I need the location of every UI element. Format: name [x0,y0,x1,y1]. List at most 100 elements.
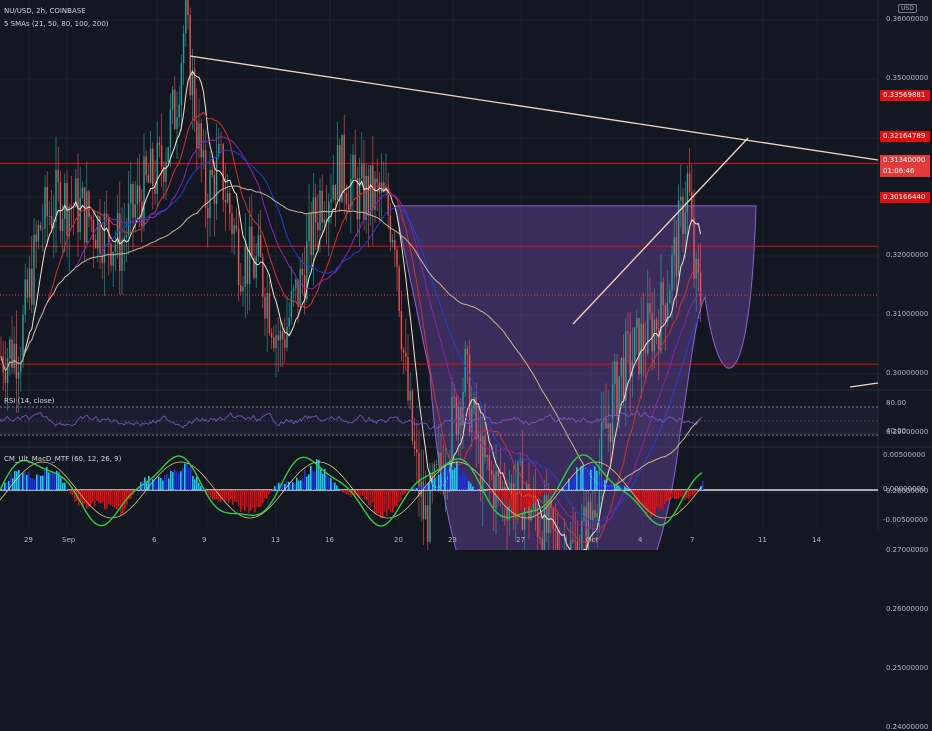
candle-body [60,182,61,231]
macd-histogram-bar [680,490,682,497]
resistance-tag-2: 0.32164789 [880,131,930,142]
rsi-legend[interactable]: RSI (14, close) [4,397,54,405]
candle-body [128,204,129,236]
macd-histogram-bar [398,490,400,502]
time-tick-label: 11 [758,536,767,544]
macd-histogram-bar [498,490,500,499]
candle-body [322,191,323,223]
macd-histogram-bar [340,490,342,491]
candle-body [62,219,63,231]
macd-histogram-bar [414,487,416,490]
macd-histogram-bar [476,488,478,490]
price-tick-label: 0.35000000 [886,74,928,82]
macd-histogram-bar [470,483,472,490]
macd-histogram-bar [260,490,262,506]
macd-histogram-bar [174,469,176,490]
candle-body [280,331,281,340]
macd-histogram-bar [600,478,602,490]
macd-histogram-bar [224,490,226,502]
macd-histogram-bar [460,476,462,490]
candle-body [414,441,415,450]
macd-histogram-bar [60,477,62,490]
candle-body [377,179,378,183]
macd-histogram-bar [236,490,238,502]
candle-body [36,235,37,242]
macd-histogram-bar [376,490,378,513]
macd-histogram-bar [310,466,312,490]
macd-histogram-bar [512,490,514,515]
macd-histogram-bar [678,490,680,499]
candle-body [176,117,177,129]
candle-body [183,33,184,63]
time-tick-label: 7 [690,536,694,544]
macd-histogram-bar [536,490,538,499]
macd-histogram-bar [394,490,396,507]
macd-histogram-bar [338,489,340,490]
macd-histogram-bar [430,482,432,490]
time-tick-label: Sep [62,536,75,544]
rsi-tick-label: 80.00 [886,399,906,407]
candle-body [399,267,400,311]
macd-histogram-bar [118,490,120,506]
macd-histogram-bar [66,487,68,490]
macd-histogram-bar [432,480,434,490]
macd-histogram-bar [176,472,178,490]
macd-histogram-bar [448,471,450,490]
candle-body [269,293,270,333]
macd-histogram-bar [480,489,482,490]
candle-body [352,155,353,179]
macd-histogram-bar [156,479,158,490]
macd-histogram-bar [670,490,672,499]
macd-histogram-bar [300,480,302,490]
macd-histogram-bar [654,490,656,514]
candle-body [621,358,622,376]
macd-histogram-bar [586,468,588,490]
candle-body [381,182,382,192]
macd-histogram-bar [508,490,510,506]
macd-histogram-bar [362,490,364,496]
chart-canvas[interactable] [0,0,932,550]
candle-body [174,90,175,129]
candle-body [251,227,252,258]
candle-body [42,229,43,230]
candle-body [207,207,208,218]
macd-histogram-bar [336,485,338,490]
sma-legend[interactable]: 5 SMAs (21, 50, 80, 100, 200) [4,20,109,28]
candle-body [33,235,34,305]
candle-body [245,247,246,287]
candle-body [132,184,133,218]
candle-body [220,144,221,145]
macd-legend[interactable]: CM_Ult_MacD_MTF (60, 12, 26, 9) [4,455,121,463]
candle-body [95,240,96,249]
macd-histogram-bar [588,462,590,490]
macd-histogram-bar [648,490,650,510]
macd-histogram-bar [86,490,88,508]
macd-histogram-bar [38,475,40,490]
macd-histogram-bar [538,490,540,496]
candle-body [689,174,690,193]
candle-body [44,187,45,229]
macd-histogram-bar [428,483,430,490]
macd-histogram-bar [454,468,456,490]
macd-histogram-bar [602,481,604,490]
candle-body [676,237,677,275]
macd-histogram-bar [288,482,290,490]
candle-body [317,223,318,231]
candle-body [647,303,648,353]
macd-histogram-bar [308,474,310,490]
candle-body [594,510,595,517]
macd-histogram-bar [246,490,248,507]
candle-body [557,531,558,550]
candle-body [181,63,182,105]
time-tick-label: 13 [271,536,280,544]
candle-body [260,235,261,257]
macd-histogram-bar [32,478,34,490]
candle-body [203,150,204,157]
candle-body [687,174,688,213]
currency-badge[interactable]: USD [898,4,917,13]
macd-histogram-bar [302,478,304,490]
macd-histogram-bar [642,490,644,505]
candle-body [284,339,285,347]
macd-histogram-bar [292,482,294,490]
macd-histogram-bar [624,486,626,490]
